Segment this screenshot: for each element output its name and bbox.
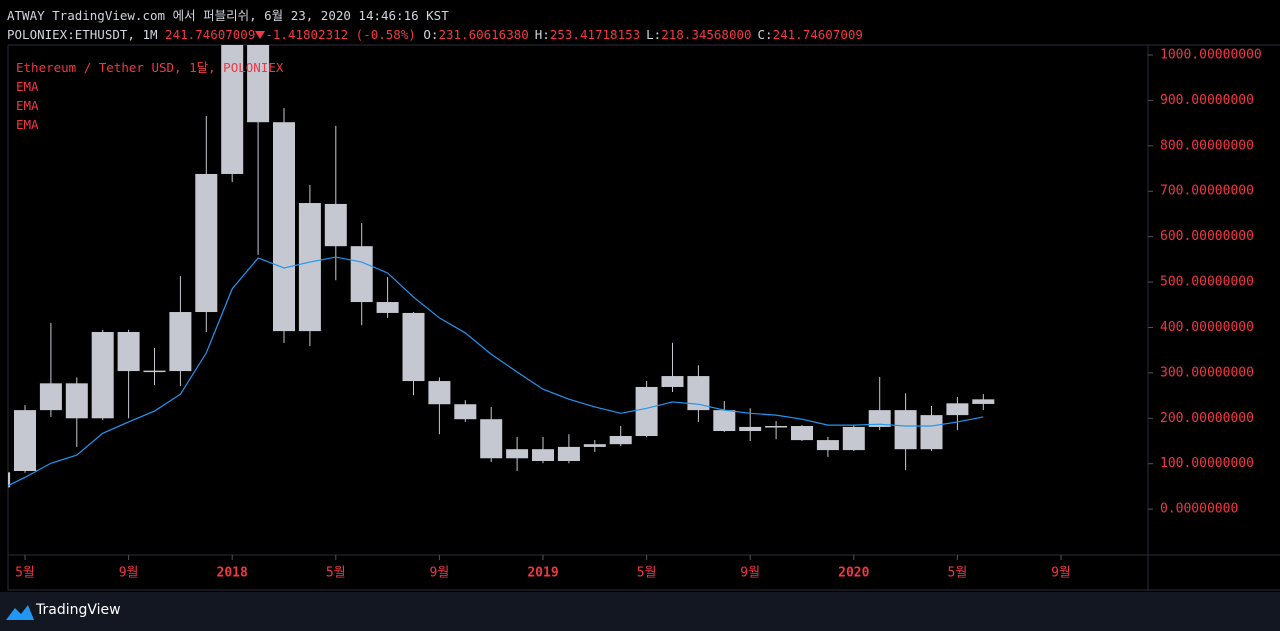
candle-body — [609, 436, 632, 445]
x-tick-label: 5월 — [15, 566, 35, 581]
candle-body — [14, 410, 36, 471]
candle-body — [39, 383, 62, 411]
ohlc-label: H: — [534, 27, 550, 42]
candle-body — [557, 446, 580, 461]
candle-body — [532, 449, 554, 461]
x-tick-label: 9월 — [1051, 566, 1071, 581]
y-tick-label: 0.00000000 — [1160, 502, 1238, 517]
down-arrow — [255, 31, 266, 39]
y-tick-label: 900.00000000 — [1160, 93, 1254, 108]
change: -1.41802312 (-0.58%) — [265, 27, 416, 42]
candle-body — [247, 45, 270, 123]
y-tick-label: 200.00000000 — [1160, 411, 1254, 426]
candle-body — [91, 332, 114, 419]
candle-body — [402, 312, 425, 382]
candle-body — [661, 376, 684, 387]
logo — [6, 605, 34, 620]
y-tick-label: 400.00000000 — [1160, 320, 1254, 335]
x-tick-label: 9월 — [740, 566, 760, 581]
ohlc-value: 218.34568000 — [661, 27, 752, 42]
last-price: 241.74607009 — [165, 27, 256, 42]
legend-item: EMA — [16, 117, 39, 132]
candle-body — [506, 449, 529, 459]
x-tick-label: 9월 — [430, 566, 450, 581]
candle-body — [428, 381, 451, 405]
candle-body — [143, 370, 166, 373]
candle-body — [894, 410, 917, 450]
legend-item: Ethereum / Tether USD, 1달, POLONIEX — [16, 60, 284, 75]
brand: TradingView — [36, 602, 121, 618]
candle-body — [920, 415, 943, 450]
plot — [8, 45, 995, 488]
ema-line — [8, 256, 984, 487]
symbol: POLONIEX:ETHUSDT, 1M — [7, 27, 158, 42]
candle-body — [739, 426, 762, 432]
candle-body — [169, 312, 192, 372]
candle-body — [972, 399, 995, 404]
x-tick-label: 5월 — [948, 566, 968, 581]
candle-body — [298, 203, 321, 332]
x-tick-label: 5월 — [326, 566, 346, 581]
ohlc-label: O: — [423, 27, 439, 42]
legend-item: EMA — [16, 79, 39, 94]
candle-body — [713, 410, 736, 432]
candle-body — [324, 203, 347, 247]
ohlc-label: C: — [757, 27, 773, 42]
candle-body — [195, 173, 218, 313]
quote-line: POLONIEX:ETHUSDT, 1M 241.74607009 -1.4180… — [7, 25, 869, 44]
candle-body — [65, 383, 88, 419]
candle-body — [791, 426, 813, 441]
ohlc-value: 241.74607009 — [772, 27, 863, 42]
legend: Ethereum / Tether USD, 1달, POLONIEX EMA EM… — [16, 58, 283, 134]
candle-body — [117, 332, 140, 372]
x-tick-label: 9월 — [119, 566, 139, 581]
x-tick-label: 2020 — [838, 566, 869, 581]
footer: TradingView — [0, 592, 1280, 631]
candle-body — [273, 122, 295, 332]
candle-body — [765, 426, 788, 428]
header: ATWAY TradingView.com 에서 퍼블리쉬, 6월 23, 20… — [7, 6, 869, 44]
y-tick-label: 800.00000000 — [1160, 138, 1254, 153]
ohlc-label: L: — [646, 27, 662, 42]
y-tick-label: 700.00000000 — [1160, 184, 1254, 199]
candle-body — [687, 376, 710, 411]
candle-body — [8, 472, 11, 488]
x-tick-label: 5월 — [637, 566, 657, 581]
candle-body — [635, 386, 658, 437]
ohlc: O:231.60616380 H:253.41718153 L:218.345680… — [423, 27, 869, 42]
y-tick-label: 500.00000000 — [1160, 275, 1254, 290]
candle-body — [946, 403, 969, 416]
y-tick-label: 600.00000000 — [1160, 229, 1254, 244]
candle-body — [376, 302, 399, 313]
candle-body — [454, 404, 477, 420]
legend-item: EMA — [16, 98, 39, 113]
publish-line: ATWAY TradingView.com 에서 퍼블리쉬, 6월 23, 20… — [7, 8, 449, 23]
y-tick-label: 100.00000000 — [1160, 456, 1254, 471]
candle-body — [868, 410, 891, 427]
ohlc-value: 231.60616380 — [438, 27, 529, 42]
x-tick-label: 2018 — [217, 566, 248, 581]
y-tick-label: 1000.00000000 — [1160, 47, 1262, 62]
candle-body — [583, 444, 606, 447]
candle-body — [221, 45, 244, 174]
candle-body — [350, 246, 373, 303]
ohlc-value: 253.41718153 — [549, 27, 641, 42]
x-tick-label: 2019 — [527, 566, 558, 581]
candle-body — [842, 426, 865, 451]
y-tick-label: 300.00000000 — [1160, 365, 1254, 380]
candle-body — [816, 440, 839, 451]
candle-body — [480, 419, 503, 459]
